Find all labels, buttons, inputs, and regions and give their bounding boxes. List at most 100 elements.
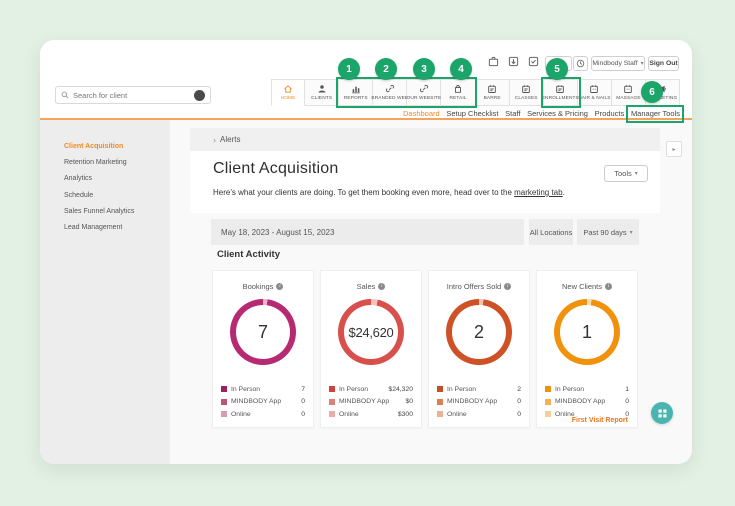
page-header: Client Acquisition Here's what your clie… [190,151,660,213]
tab-marketing[interactable]: MARKETING [646,79,681,106]
new-clients-donut-chart: 1 [554,299,620,365]
legend-swatch [329,386,335,393]
chevron-down-icon: ▾ [634,171,638,177]
tab-barre[interactable]: BARRE [475,79,510,106]
subnav-products[interactable]: Products [594,108,625,118]
legend-row: In Person $24,320 [329,383,413,396]
time-clock-button[interactable] [573,56,588,71]
chevron-down-icon: ▾ [629,229,633,236]
donut-total: 7 [236,305,290,359]
search-icon [61,91,69,99]
date-range-display[interactable]: May 18, 2023 - August 15, 2023 [211,219,524,245]
legend-row: Online 0 [221,408,305,421]
donut-total: 1 [560,305,614,359]
sales-card: Sales i $24,620 In Person $24,320 MINDBOD… [320,270,422,428]
page-description: Here's what your clients are doing. To g… [213,188,565,197]
legend-swatch [437,386,443,393]
staff-dropdown[interactable]: Mindbody Staff ▾ [591,56,645,71]
subnav-staff[interactable]: Staff [505,108,521,118]
sidebar: Client Acquisition Retention Marketing A… [40,120,170,464]
info-icon[interactable]: i [504,283,512,290]
calendar-icon [522,85,530,94]
sidebar-item-lead-management[interactable]: Lead Management [64,224,123,232]
legend-swatch [221,386,227,393]
legend-row: In Person 7 [221,383,305,396]
donut-total: $24,620 [344,305,398,359]
info-icon[interactable]: i [605,283,612,290]
client-activity-cards: Bookings i 7 In Person 7 MINDBODY App 0 On… [212,270,638,428]
location-filter[interactable]: All Locations [529,219,573,245]
subnav-services-pricing[interactable]: Services & Pricing [527,108,588,118]
sidebar-item-retention-marketing[interactable]: Retention Marketing [64,158,127,166]
tab-reports[interactable]: REPORTS [339,79,374,106]
section-title: Client Activity [217,249,280,260]
tools-button[interactable]: Tools ▾ [604,165,648,182]
sidebar-item-analytics[interactable]: Analytics [64,175,93,183]
megaphone-icon [659,86,666,93]
search-option-icon[interactable] [194,89,205,101]
subnav-setup-checklist[interactable]: Setup Checklist [446,108,499,118]
client-search[interactable] [55,86,211,104]
tab-massage[interactable]: MASSAGE [611,79,647,106]
collapse-panel-button[interactable]: ▸ [666,141,682,157]
bookings-donut-chart: 7 [230,299,296,365]
quick-launch-button[interactable] [651,402,673,424]
marketing-tab-link[interactable]: marketing tab [514,188,563,197]
legend: In Person $24,320 MINDBODY App $0 Online $3… [329,383,413,421]
search-input[interactable] [73,90,194,100]
bookings-card: Bookings i 7 In Person 7 MINDBODY App 0 On… [212,270,314,428]
legend-swatch [221,398,227,405]
link-icon [385,85,394,93]
card-title: Bookings i [213,282,313,291]
intro-offers-donut-chart: 2 [446,299,512,365]
waffle-grid-icon [658,409,666,417]
person-icon [318,85,326,93]
tab-branded-web[interactable]: BRANDED WEB [371,79,408,106]
legend-swatch [545,386,551,393]
toolbar-button[interactable] [545,56,572,71]
tab-retail[interactable]: RETAIL [441,79,476,106]
calendar-icon [624,85,633,94]
tab-our-website[interactable]: OUR WEBSITE [407,79,442,106]
legend-row: MINDBODY App 0 [221,396,305,409]
new-clients-card: New Clients i 1 In Person 1 MINDBODY App 0… [536,270,638,428]
legend-row: In Person 1 [545,383,629,396]
secondary-nav: Dashboard Setup Checklist Staff Services… [403,106,680,120]
staff-dropdown-label: Mindbody Staff [592,60,638,67]
chevron-right-icon: › [213,134,216,145]
calendar-icon [556,85,565,94]
legend: In Person 2 MINDBODY App 0 Online 0 [437,383,521,421]
sidebar-item-client-acquisition[interactable]: Client Acquisition [64,142,124,150]
briefcase-icon[interactable] [488,56,499,67]
subnav-dashboard[interactable]: Dashboard [403,108,440,118]
sign-out-button[interactable]: Sign Out [648,56,679,71]
info-icon[interactable]: i [276,283,284,290]
info-icon[interactable]: i [378,283,386,290]
tab-hair-nails[interactable]: HAIR & NAILS [577,79,612,106]
calendar-icon [488,85,496,94]
subnav-manager-tools[interactable]: Manager Tools [630,108,680,118]
tab-classes[interactable]: CLASSES [509,79,544,106]
tab-clients[interactable]: CLIENTS [305,79,340,106]
tasks-icon[interactable] [528,56,539,67]
sidebar-item-schedule[interactable]: Schedule [64,191,94,199]
legend: In Person 1 MINDBODY App 0 Online 0 [545,383,629,421]
legend-row: In Person 2 [437,383,521,396]
card-title: Intro Offers Sold i [429,282,529,291]
period-filter[interactable]: Past 90 days ▾ [577,219,639,245]
header-divider [40,118,692,120]
home-icon [284,85,292,93]
inbox-icon[interactable] [508,56,519,67]
donut-total: 2 [452,305,506,359]
legend-row: MINDBODY App 0 [545,396,629,409]
calendar-icon [590,85,599,94]
clock-icon [576,59,585,68]
tab-home[interactable]: HOME [271,79,306,106]
card-title: Sales i [321,282,421,291]
sidebar-item-sales-funnel-analytics[interactable]: Sales Funnel Analytics [64,207,135,215]
first-visit-report-link[interactable]: First Visit Report [571,417,628,424]
tab-enrollments[interactable]: ENROLLMENTS [542,79,579,106]
alerts-bar[interactable]: › Alerts [190,128,660,151]
legend-swatch [545,411,551,418]
